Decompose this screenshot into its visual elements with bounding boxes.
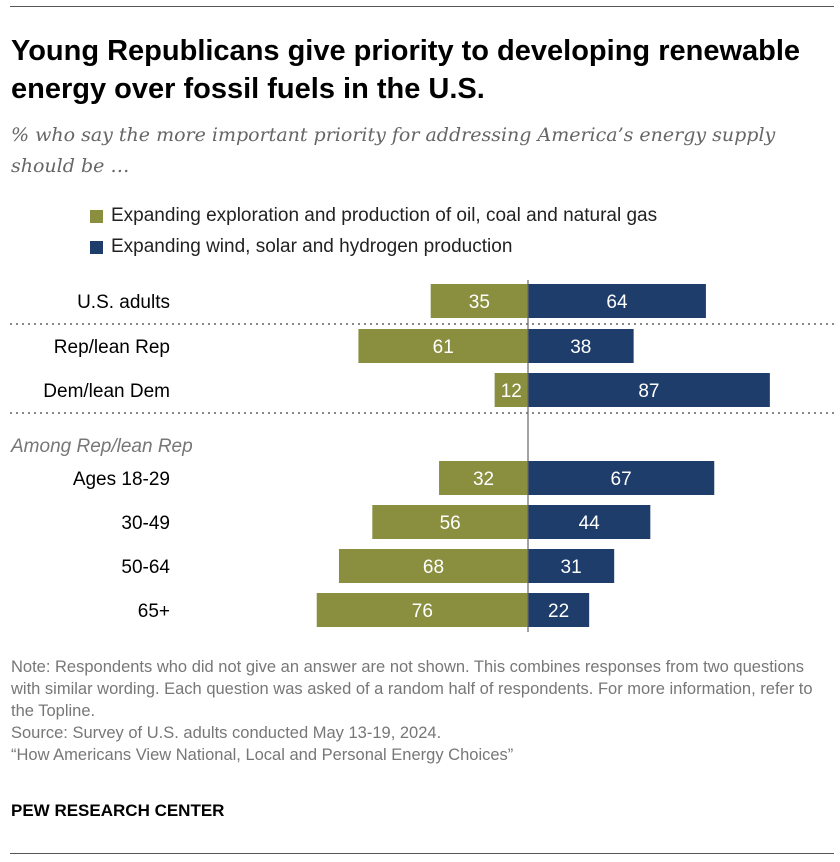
category-label: U.S. adults (77, 292, 170, 313)
data-label-renewable: 87 (638, 381, 659, 402)
data-label-fossil: 68 (423, 557, 444, 578)
category-label: Dem/lean Dem (43, 381, 170, 402)
group-label: Among Rep/lean Rep (10, 436, 193, 457)
legend-item-renewable: Expanding wind, solar and hydrogen produ… (90, 236, 512, 258)
note-text: Note: Respondents who did not give an an… (11, 658, 813, 720)
bar-fossil (439, 461, 528, 495)
bar-fossil (338, 549, 528, 583)
data-label-renewable: 31 (561, 557, 582, 578)
bar-fossil (316, 593, 528, 627)
chart-title: Young Republicans give priority to devel… (11, 35, 801, 105)
legend-label-fossil: Expanding exploration and production of … (111, 205, 658, 226)
category-label: Ages 18-29 (73, 469, 170, 490)
bar-renewable (528, 505, 651, 539)
notes: Note: Respondents who did not give an an… (11, 656, 831, 766)
bar-renewable (528, 373, 770, 407)
legend-swatch-fossil (90, 209, 103, 223)
bottom-rule (10, 853, 834, 854)
diverging-bar-chart: Among Rep/lean Rep U.S. adults 35 64 Rep/lea… (10, 280, 834, 632)
bar-fossil (358, 329, 528, 363)
source-text: Source: Survey of U.S. adults conducted … (11, 724, 442, 742)
data-label-fossil: 61 (433, 337, 454, 358)
chart-subtitle: % who say the more important priority fo… (11, 124, 776, 177)
data-label-renewable: 67 (611, 469, 632, 490)
data-label-renewable: 44 (579, 513, 601, 534)
category-label: 50-64 (121, 557, 170, 578)
bar-fossil (372, 505, 528, 539)
report-title: “How Americans View National, Local and … (11, 746, 514, 764)
data-label-fossil: 12 (501, 381, 522, 402)
bar-renewable (528, 329, 634, 363)
bar-renewable (528, 593, 590, 627)
top-rule (10, 6, 834, 7)
bar-fossil (494, 373, 528, 407)
bar-fossil (430, 284, 528, 318)
category-label: 30-49 (121, 513, 170, 534)
legend-label-renewable: Expanding wind, solar and hydrogen produ… (111, 236, 513, 257)
data-label-renewable: 64 (606, 292, 628, 313)
data-label-fossil: 32 (473, 469, 494, 490)
bar-renewable (528, 461, 715, 495)
brand-logo-text: PEW RESEARCH CENTER (11, 801, 225, 820)
legend-item-fossil: Expanding exploration and production of … (90, 205, 657, 227)
data-label-fossil: 56 (440, 513, 461, 534)
data-label-fossil: 35 (469, 292, 490, 313)
category-label: 65+ (138, 601, 170, 622)
bar-renewable (528, 549, 615, 583)
bar-renewable (528, 284, 706, 318)
category-label: Rep/lean Rep (54, 337, 170, 358)
data-label-renewable: 22 (548, 601, 569, 622)
legend-swatch-renewable (90, 240, 103, 254)
data-label-fossil: 76 (412, 601, 433, 622)
data-label-renewable: 38 (570, 337, 591, 358)
